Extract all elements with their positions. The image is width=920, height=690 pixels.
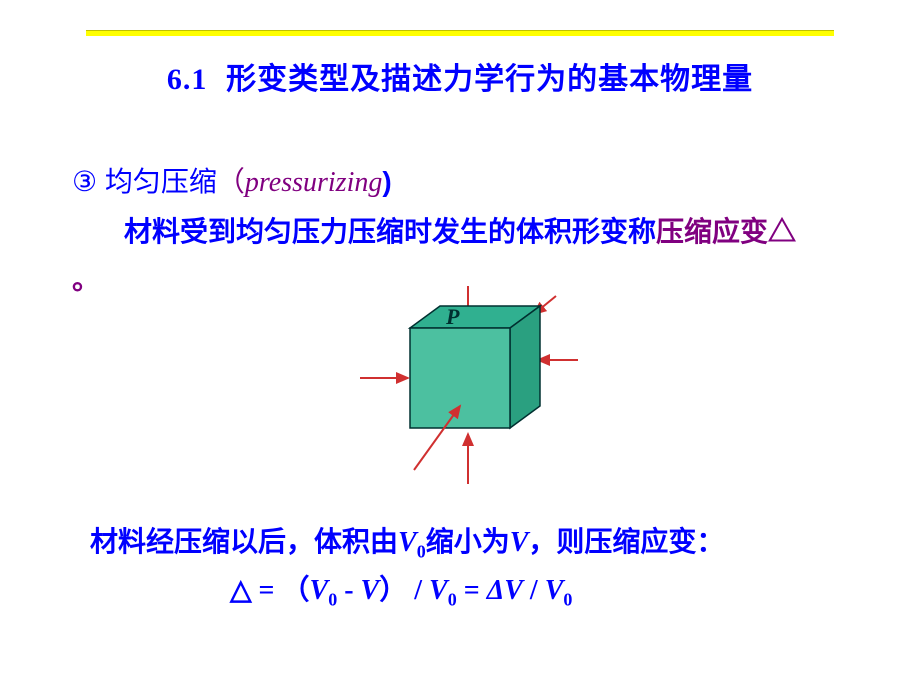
sentence-2: 材料经压缩以后，体积由V0缩小为V，则压缩应变： — [90, 520, 724, 563]
paren-open: （ — [217, 166, 245, 197]
cube-front-face — [410, 328, 510, 428]
s2-post: ，则压缩应变： — [528, 526, 724, 557]
s2-pre: 材料经压缩以后，体积由 — [90, 526, 398, 557]
f-open: （ — [282, 575, 310, 606]
accent-band — [86, 30, 834, 36]
f-sub0b: 0 — [448, 590, 457, 610]
f-slash1: / — [407, 575, 429, 606]
heading-text: 形变类型及描述力学行为的基本物理量 — [226, 63, 753, 96]
bullet-line: ③ 均匀压缩（pressurizing) — [72, 160, 392, 200]
f-delta: △ — [230, 575, 252, 606]
f-deltaV: ΔV — [487, 575, 523, 606]
f-minus: - — [337, 575, 360, 606]
s2-mid: 缩小为 — [426, 526, 510, 557]
f-v0b: V — [429, 575, 448, 606]
s2-v: V — [510, 527, 529, 558]
formula: △ = （V0 - V） / V0 = ΔV / V0 — [230, 568, 572, 611]
sentence-1b: 压缩应变△ — [656, 216, 796, 247]
cube-diagram: P — [330, 278, 590, 498]
cube-side-face — [510, 306, 540, 428]
f-v0a: V — [310, 575, 329, 606]
s2-v0-sub: 0 — [417, 542, 426, 562]
sentence-1: 材料受到均匀压力压缩时发生的体积形变称压缩应变△ — [124, 210, 796, 250]
f-sub0a: 0 — [328, 590, 337, 610]
section-heading: 6.1 形变类型及描述力学行为的基本物理量 — [0, 54, 920, 98]
cube-svg: P — [330, 278, 590, 498]
f-eq1: = — [252, 575, 282, 606]
f-v1: V — [361, 575, 380, 606]
sentence-1a: 材料受到均匀压力压缩时发生的体积形变称 — [124, 216, 656, 247]
heading-number: 6.1 — [167, 63, 208, 96]
f-close: ） — [379, 575, 407, 606]
bullet-cn: 均匀压缩 — [105, 166, 217, 197]
bullet-marker: ③ — [72, 166, 97, 197]
paren-close: ) — [382, 166, 391, 197]
s2-v0: V — [398, 527, 417, 558]
f-sub0c: 0 — [563, 590, 572, 610]
f-slash2: / — [523, 575, 545, 606]
term-en: pressurizing — [245, 167, 382, 198]
f-v0c: V — [545, 575, 564, 606]
trailing-period: 。 — [72, 258, 100, 298]
f-eq2: = — [457, 575, 487, 606]
pressure-label: P — [445, 304, 460, 329]
